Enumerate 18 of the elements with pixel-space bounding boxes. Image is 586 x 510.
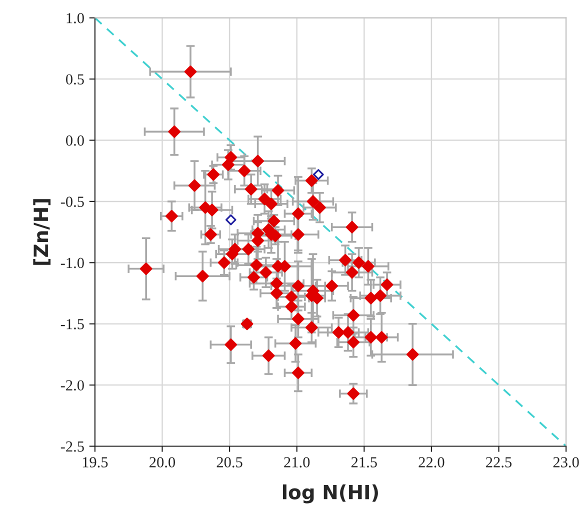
y-tick-label: -1.0 [60, 258, 84, 268]
x-tick-label: 22.0 [418, 457, 444, 468]
x-tick-label: 21.5 [351, 457, 377, 468]
x-axis-title: log N(HI) [283, 484, 378, 504]
x-tick-label: 22.5 [486, 457, 512, 468]
y-tick-label: -2.5 [60, 441, 84, 452]
y-tick-label: -0.5 [60, 196, 84, 207]
x-tick-label: 20.0 [150, 457, 176, 468]
x-tick-label: 20.5 [216, 457, 242, 468]
y-tick-label: -1.5 [60, 319, 84, 330]
y-axis-title: [Zn/H] [33, 199, 51, 265]
x-tick-label: 23.0 [553, 457, 579, 468]
x-tick-label: 19.5 [82, 457, 108, 468]
y-tick-label: -2.0 [60, 380, 84, 391]
y-tick-label: 0.5 [66, 74, 84, 85]
y-tick-label: 1.0 [66, 12, 84, 24]
y-tick-label: 0.0 [66, 135, 84, 146]
x-tick-label: 21.0 [284, 457, 310, 468]
